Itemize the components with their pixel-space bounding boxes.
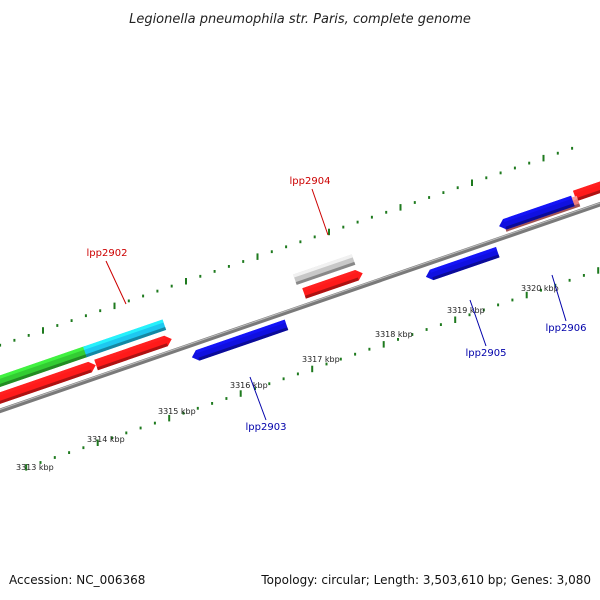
map-title: Legionella pneumophila str. Paris, compl… — [129, 12, 471, 27]
gene-lpp2902-body — [94, 335, 172, 371]
upper-tick-row — [0, 146, 574, 347]
unlabeled-red-gene-2[interactable] — [573, 177, 600, 202]
coordinate-label: 3318 kbp — [375, 330, 413, 339]
coordinate-label: 3319 kbp — [447, 306, 485, 315]
coordinate-label: 3320 kbp — [521, 284, 559, 293]
leader-line-lpp2905 — [469, 299, 487, 347]
gene-label-lpp2905[interactable]: lpp2905 — [466, 348, 507, 359]
gene-label-lpp2902[interactable]: lpp2902 — [87, 248, 128, 259]
gene-labels: lpp2902 lpp2904 lpp2903 lpp2905 lpp2906 — [87, 176, 587, 433]
gene-lpp2906-shadow — [505, 203, 575, 230]
coordinate-labels: 3313 kbp 3314 kbp 3315 kbp 3316 kbp 3317 kbp… — [16, 284, 559, 472]
unlabeled-red-gene-2-highlight — [573, 177, 600, 194]
coordinate-label: 3315 kbp — [158, 407, 196, 416]
gray-feature-highlight — [293, 254, 353, 278]
gray-feature-body — [293, 254, 356, 285]
gene-lpp2902[interactable] — [94, 334, 173, 371]
cyan-feature-shadow — [85, 327, 167, 358]
gene-lpp2903-shadow — [198, 327, 289, 361]
leader-line-lpp2904 — [311, 188, 329, 236]
coordinate-label: 3316 kbp — [230, 381, 268, 390]
gene-lpp2902-highlight — [94, 335, 166, 363]
leader-line-lpp2902 — [105, 260, 127, 305]
gene-label-lpp2906[interactable]: lpp2906 — [546, 323, 587, 334]
accession-text: Accession: NC_006368 — [9, 573, 146, 587]
gene-lpp2902-shadow — [96, 343, 168, 371]
gene-lpp2906[interactable] — [497, 195, 575, 232]
gene-lpp2904-highlight — [302, 269, 357, 292]
gene-lpp2903-highlight — [195, 319, 286, 354]
unlabeled-red-gene-1-body — [0, 361, 96, 409]
gene-lpp2905[interactable] — [424, 246, 500, 282]
unlabeled-red-gene-1-highlight — [0, 361, 90, 401]
unlabeled-red-gene-1[interactable] — [0, 360, 98, 409]
genome-backbone — [0, 201, 600, 414]
gene-label-lpp2903[interactable]: lpp2903 — [246, 422, 287, 433]
gray-feature-shadow — [295, 261, 356, 285]
unlabeled-red-gene-2-body — [573, 177, 600, 202]
lower-tick-row — [25, 267, 600, 471]
gene-lpp2904-body — [302, 269, 363, 299]
green-feature-body — [0, 346, 89, 397]
gene-lpp2904-shadow — [304, 277, 359, 299]
unlabeled-red-gene-1-shadow — [0, 369, 92, 409]
leader-line-lpp2903 — [249, 376, 267, 421]
gene-label-lpp2904[interactable]: lpp2904 — [290, 176, 331, 187]
gene-lpp2905-highlight — [429, 246, 498, 273]
green-feature-highlight — [0, 346, 86, 390]
cyan-feature[interactable] — [83, 319, 167, 358]
leader-line-lpp2906 — [551, 274, 567, 322]
green-feature[interactable] — [0, 346, 89, 397]
gene-lpp2903[interactable] — [190, 319, 289, 363]
coordinate-label: 3317 kbp — [302, 355, 340, 364]
genome-backbone-highlight — [0, 202, 600, 411]
genome-summary-text: Topology: circular; Length: 3,503,610 bp… — [261, 573, 591, 587]
gene-lpp2905-shadow — [432, 254, 500, 281]
gray-feature[interactable] — [293, 254, 356, 285]
gene-features — [0, 177, 600, 409]
cyan-feature-highlight — [83, 319, 164, 350]
gene-lpp2906-highlight — [502, 195, 573, 223]
coordinate-label: 3313 kbp — [16, 463, 54, 472]
gene-lpp2904[interactable] — [302, 268, 364, 299]
unlabeled-red-gene-2-shadow — [575, 185, 600, 202]
coordinate-label: 3314 kbp — [87, 435, 125, 444]
cyan-feature-body — [83, 319, 167, 358]
green-feature-shadow — [0, 353, 89, 397]
